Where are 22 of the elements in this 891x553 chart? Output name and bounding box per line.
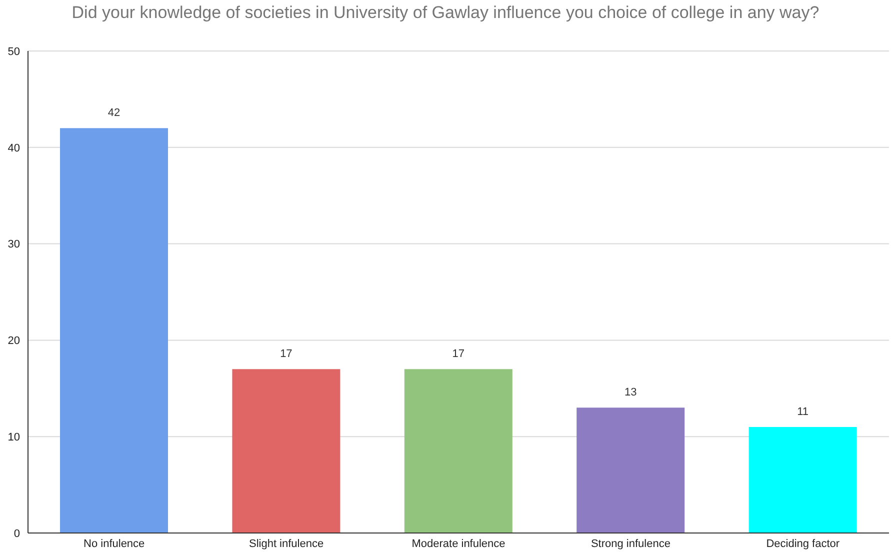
y-tick-label: 50 — [8, 46, 20, 58]
x-tick-label: Moderate infulence — [412, 538, 506, 550]
data-label: 17 — [280, 348, 292, 360]
y-tick-label: 10 — [8, 432, 20, 444]
y-tick-label: 20 — [8, 335, 20, 348]
x-tick-label: No infulence — [84, 538, 145, 550]
y-tick-label: 0 — [14, 528, 20, 540]
bar — [576, 408, 685, 533]
x-tick-label: Deciding factor — [766, 538, 840, 550]
data-label: 11 — [797, 406, 809, 418]
data-label: 13 — [624, 386, 637, 399]
x-tick-label: Strong infulence — [590, 538, 670, 550]
data-label: 17 — [452, 348, 465, 360]
y-tick-label: 30 — [8, 238, 20, 251]
bar — [60, 128, 168, 533]
y-tick-label: 40 — [8, 142, 20, 154]
bar — [404, 369, 512, 533]
bar — [232, 369, 340, 533]
chart-title: Did your knowledge of societies in University of Gawlay influence you choice of college in any way? — [70, 3, 820, 23]
bar — [748, 426, 857, 533]
data-label: 42 — [108, 107, 120, 120]
x-tick-label: Slight infulence — [248, 538, 324, 550]
